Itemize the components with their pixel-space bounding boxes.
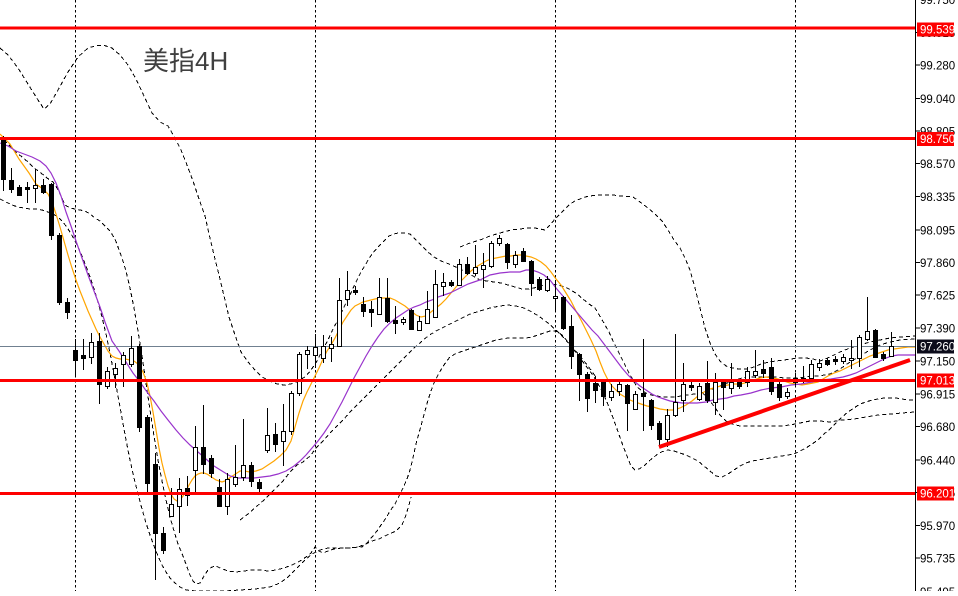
svg-text:97.013: 97.013 xyxy=(920,376,955,388)
svg-text:96.201: 96.201 xyxy=(920,489,955,501)
svg-text:98.095: 98.095 xyxy=(920,225,955,237)
svg-text:95.735: 95.735 xyxy=(920,554,955,566)
svg-text:98.570: 98.570 xyxy=(920,159,955,171)
svg-text:97.150: 97.150 xyxy=(920,357,955,369)
svg-text:96.440: 96.440 xyxy=(920,455,955,467)
svg-text:97.390: 97.390 xyxy=(920,323,955,335)
svg-text:95.970: 95.970 xyxy=(920,521,955,533)
svg-text:98.335: 98.335 xyxy=(920,192,955,204)
svg-text:99.040: 99.040 xyxy=(920,94,955,106)
svg-text:96.680: 96.680 xyxy=(920,422,955,434)
svg-text:美指4H: 美指4H xyxy=(143,46,228,76)
svg-text:98.750: 98.750 xyxy=(920,134,955,146)
svg-text:97.625: 97.625 xyxy=(920,291,955,303)
svg-text:97.260: 97.260 xyxy=(920,341,955,353)
svg-text:99.750: 99.750 xyxy=(920,0,955,7)
svg-text:99.539: 99.539 xyxy=(920,25,955,37)
svg-text:96.915: 96.915 xyxy=(920,389,955,401)
svg-text:97.860: 97.860 xyxy=(920,258,955,270)
svg-text:99.280: 99.280 xyxy=(920,61,955,73)
svg-text:95.495: 95.495 xyxy=(920,587,955,591)
